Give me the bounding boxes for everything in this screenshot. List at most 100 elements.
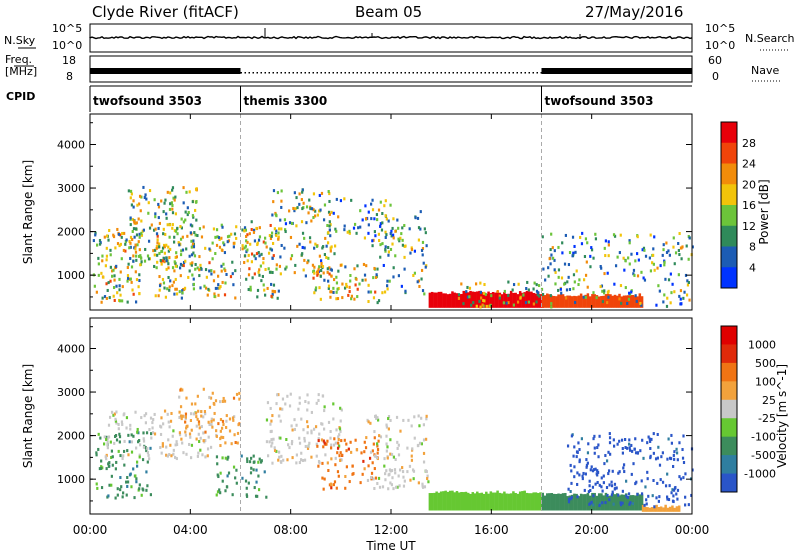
heatmap-cell: [679, 302, 683, 306]
heatmap-cell: [249, 285, 252, 289]
heatmap-cell: [288, 221, 292, 225]
heatmap-cell: [113, 441, 116, 445]
heatmap-cell: [191, 200, 194, 204]
heatmap-cell: [266, 454, 270, 458]
heatmap-cell: [424, 231, 427, 235]
heatmap-cell: [679, 246, 683, 250]
heatmap-cell: [329, 267, 332, 271]
heatmap-cell: [375, 273, 378, 277]
heatmap-cell: [109, 440, 112, 444]
heatmap-cell: [195, 218, 198, 222]
heatmap-cell: [112, 268, 115, 272]
heatmap-cell: [404, 289, 407, 293]
heatmap-cell: [654, 457, 658, 461]
heatmap-cell: [208, 269, 211, 273]
heatmap-cell: [288, 209, 291, 213]
heatmap-cell: [652, 262, 655, 266]
heatmap-cell: [336, 297, 340, 301]
heatmap-cell: [468, 286, 472, 290]
heatmap-cell: [257, 460, 260, 464]
heatmap-cell: [329, 249, 332, 253]
heatmap-cell: [217, 274, 220, 278]
heatmap-cell: [327, 230, 330, 234]
heatmap-cell: [263, 288, 266, 292]
heatmap-cell: [584, 295, 587, 299]
heatmap-cell: [323, 278, 326, 282]
heatmap-cell: [140, 219, 143, 223]
heatmap-cell: [623, 470, 626, 474]
heatmap-cell: [174, 277, 177, 281]
heatmap-cell: [225, 419, 228, 423]
heatmap-cell: [385, 217, 388, 221]
heatmap-cell: [93, 284, 96, 288]
colorbar-frame: [720, 121, 738, 289]
freq-dot: [292, 72, 294, 74]
heatmap-cell: [460, 282, 463, 286]
freq-dot: [340, 72, 342, 74]
heatmap-cell: [241, 228, 244, 232]
heatmap-cell: [329, 290, 332, 294]
heatmap-cell: [191, 273, 194, 277]
heatmap-cell: [158, 245, 161, 249]
time-axis-label: Time UT: [365, 539, 416, 553]
heatmap-cell: [335, 281, 339, 285]
freq-dot: [264, 72, 266, 74]
heatmap-cell: [190, 245, 193, 249]
heatmap-cell: [334, 463, 337, 467]
heatmap-cell: [419, 210, 422, 214]
heatmap-cell: [232, 396, 236, 400]
heatmap-cell: [181, 388, 184, 392]
heatmap-band-cell: [523, 292, 526, 308]
heatmap-band-cell: [638, 494, 642, 511]
heatmap-cell: [105, 457, 108, 461]
heatmap-cell: [302, 268, 305, 272]
time-tick-label: 08:00: [273, 523, 308, 537]
heatmap-cell: [111, 463, 114, 467]
heatmap-cell: [279, 419, 282, 423]
heatmap-cell: [276, 296, 279, 300]
heatmap-cell: [402, 475, 405, 479]
heatmap-cell: [324, 453, 327, 457]
heatmap-cell: [648, 437, 651, 441]
heatmap-cell: [110, 410, 114, 414]
heatmap-cell: [275, 234, 278, 238]
heatmap-cell: [140, 493, 143, 497]
heatmap-cell: [669, 272, 672, 276]
heatmap-cell: [417, 481, 420, 485]
heatmap-cell: [314, 286, 318, 290]
heatmap-cell: [165, 212, 168, 216]
heatmap-cell: [640, 270, 643, 274]
heatmap-cell: [330, 268, 333, 272]
heatmap-cell: [181, 441, 184, 445]
heatmap-cell: [482, 291, 485, 295]
heatmap-cell: [244, 244, 247, 248]
heatmap-band-cell: [595, 495, 599, 511]
heatmap-cell: [594, 467, 597, 471]
heatmap-cell: [610, 484, 614, 488]
heatmap-cell: [306, 425, 309, 429]
heatmap-cell: [134, 245, 137, 249]
heatmap-cell: [192, 215, 195, 219]
heatmap-cell: [363, 273, 367, 277]
heatmap-cell: [367, 290, 370, 294]
heatmap-cell: [154, 294, 157, 298]
heatmap-cell: [171, 207, 174, 211]
heatmap-cell: [583, 255, 587, 259]
heatmap-cell: [107, 238, 110, 242]
heatmap-cell: [174, 443, 177, 447]
heatmap-band-cell: [641, 504, 645, 512]
heatmap-cell: [345, 449, 348, 453]
heatmap-cell: [616, 442, 619, 446]
heatmap-cell: [617, 471, 620, 475]
heatmap-cell: [280, 454, 283, 458]
freq-band: [541, 68, 692, 74]
heatmap-cell: [271, 461, 274, 465]
heatmap-cell: [394, 254, 397, 258]
heatmap-cell: [327, 279, 330, 283]
heatmap-cell: [256, 494, 259, 498]
heatmap-cell: [255, 252, 259, 256]
heatmap-cell: [258, 254, 261, 258]
heatmap-cell: [366, 418, 369, 422]
heatmap-cell: [672, 453, 675, 457]
heatmap-cell: [235, 392, 239, 396]
